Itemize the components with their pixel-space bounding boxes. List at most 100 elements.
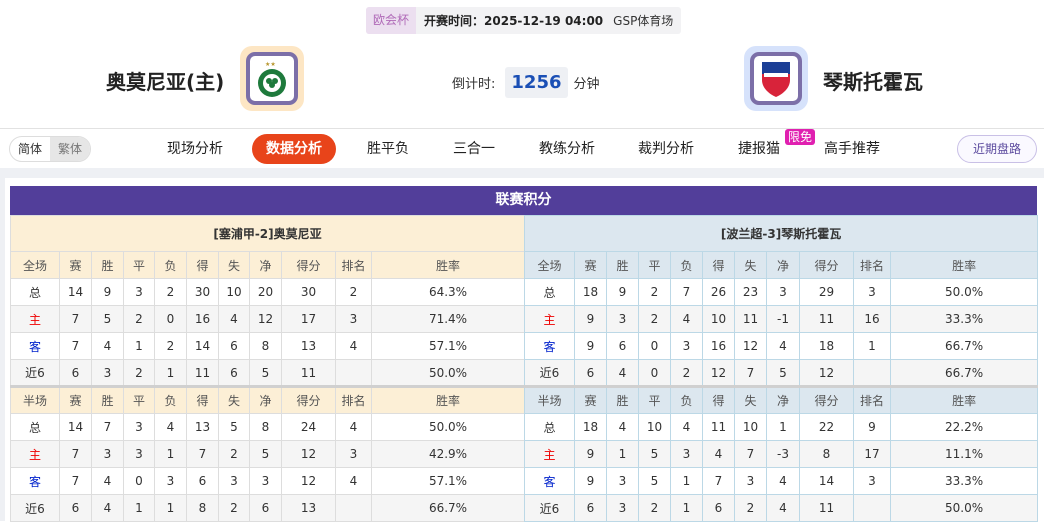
tab-data-analysis[interactable]: 数据分析 <box>252 134 336 164</box>
cell: 0 <box>638 359 671 387</box>
cell: 4 <box>766 467 800 495</box>
column-header: 得 <box>702 385 735 414</box>
home-team-name[interactable]: 奥莫尼亚(主) <box>106 70 225 94</box>
lang-simplified[interactable]: 简体 <box>17 142 42 156</box>
column-header: 失 <box>734 385 767 414</box>
cell: 11 <box>186 359 219 387</box>
cell: 6 <box>574 359 607 387</box>
tab-jiebaomao[interactable]: 捷报猫 <box>738 141 780 157</box>
table-row: 主 9 3 2 4 10 11 -1 11 16 33.3% <box>524 305 1039 333</box>
cell: 17 <box>281 305 336 333</box>
cell: 5 <box>91 305 124 333</box>
table-row: 客 9 3 5 1 7 3 4 14 3 33.3% <box>524 467 1039 495</box>
countdown-label: 倒计时: <box>452 77 496 92</box>
column-header: 得 <box>186 251 219 279</box>
cell: 4 <box>335 467 372 495</box>
column-header: 得分 <box>281 251 336 279</box>
tab-wdl[interactable]: 胜平负 <box>367 141 409 157</box>
cell: 6 <box>218 332 250 360</box>
cell: 4 <box>702 440 735 468</box>
cell <box>853 359 891 387</box>
cell: 12 <box>281 467 336 495</box>
tab-expert-picks[interactable]: 高手推荐 <box>824 141 880 157</box>
cell: 3 <box>670 440 703 468</box>
competition-badge[interactable]: 欧会杯 <box>366 7 417 34</box>
column-header: 全场 <box>524 251 575 279</box>
home-team-logo[interactable]: ★★ <box>240 46 304 111</box>
cell: 7 <box>702 467 735 495</box>
table-row: 近6 6 4 0 2 12 7 5 12 66.7% <box>524 359 1039 387</box>
svg-text:★★: ★★ <box>265 61 276 68</box>
cell: 2 <box>638 305 671 333</box>
column-header: 负 <box>154 251 187 279</box>
cell: 12 <box>281 440 336 468</box>
cell: 57.1% <box>371 467 525 495</box>
cell: 3 <box>734 467 767 495</box>
cell: 5 <box>249 359 282 387</box>
cell: 11 <box>734 305 767 333</box>
column-header: 胜率 <box>889 385 1039 414</box>
cell: 4 <box>91 494 124 522</box>
cell: 2 <box>218 440 250 468</box>
cell: 3 <box>218 467 250 495</box>
cell: 3 <box>335 305 372 333</box>
cell: 6 <box>249 494 282 522</box>
cell: 0 <box>154 305 187 333</box>
cell: 2 <box>734 494 767 522</box>
column-header: 胜 <box>606 251 639 279</box>
cell: 33.3% <box>889 467 1039 495</box>
away-team-logo[interactable] <box>744 46 808 111</box>
team-league-title[interactable]: [塞浦甲-2]奥莫尼亚 <box>10 215 525 252</box>
cell: 12 <box>249 305 282 333</box>
cell: 3 <box>154 467 187 495</box>
lang-traditional[interactable]: 繁体 <box>50 137 90 161</box>
cell: 10 <box>734 413 767 441</box>
cell: 3 <box>335 440 372 468</box>
away-team-name[interactable]: 琴斯托霍瓦 <box>823 70 923 94</box>
cell: 14 <box>59 413 92 441</box>
column-header: 赛 <box>574 385 607 414</box>
cell: 18 <box>574 278 607 306</box>
cell: 10 <box>218 278 250 306</box>
cell: 14 <box>186 332 219 360</box>
cell: 4 <box>218 305 250 333</box>
cell: 17 <box>853 440 891 468</box>
row-label: 主 <box>10 440 60 468</box>
row-label: 客 <box>524 332 575 360</box>
cell: 3 <box>766 278 800 306</box>
table-row: 近6 6 4 1 1 8 2 6 13 66.7% <box>10 494 525 522</box>
cell: 3 <box>91 359 124 387</box>
row-label: 近6 <box>10 494 60 522</box>
tab-live-analysis[interactable]: 现场分析 <box>167 141 223 157</box>
table-row: 主 7 5 2 0 16 4 12 17 3 71.4% <box>10 305 525 333</box>
away-standings-table: [波兰超-3]琴斯托霍瓦 全场赛胜平负得失净得分 排名 胜率总 18 9 2 7 26 23 3 29… <box>523 215 1039 522</box>
cell: 1 <box>123 332 155 360</box>
cell: 2 <box>123 305 155 333</box>
cell: 2 <box>154 278 187 306</box>
column-header: 得分 <box>799 385 854 414</box>
language-toggle[interactable]: 简体 繁体 <box>9 136 91 162</box>
column-header: 负 <box>154 385 187 414</box>
cell: 2 <box>670 359 703 387</box>
cell: -1 <box>766 305 800 333</box>
recent-trends-button[interactable]: 近期盘路 <box>957 135 1037 163</box>
cell: 7 <box>59 332 92 360</box>
column-header: 失 <box>218 251 250 279</box>
table-row: 主 7 3 3 1 7 2 5 12 3 42.9% <box>10 440 525 468</box>
cell: 26 <box>702 278 735 306</box>
tab-coach-analysis[interactable]: 教练分析 <box>539 141 595 157</box>
cell: 4 <box>670 305 703 333</box>
column-header: 得分 <box>799 251 854 279</box>
column-header: 平 <box>123 385 155 414</box>
team-league-title[interactable]: [波兰超-3]琴斯托霍瓦 <box>523 215 1039 252</box>
match-info-bar: 欧会杯 开赛时间：2025-12-19 04:00 GSP体育场 <box>366 7 681 34</box>
cell: 12 <box>734 332 767 360</box>
row-label: 总 <box>524 278 575 306</box>
column-header: 净 <box>766 385 800 414</box>
venue: GSP体育场 <box>613 14 674 28</box>
cell: 2 <box>638 494 671 522</box>
cell: 5 <box>766 359 800 387</box>
tab-referee-analysis[interactable]: 裁判分析 <box>638 141 694 157</box>
tab-three-in-one[interactable]: 三合一 <box>453 141 495 157</box>
cell: 23 <box>734 278 767 306</box>
